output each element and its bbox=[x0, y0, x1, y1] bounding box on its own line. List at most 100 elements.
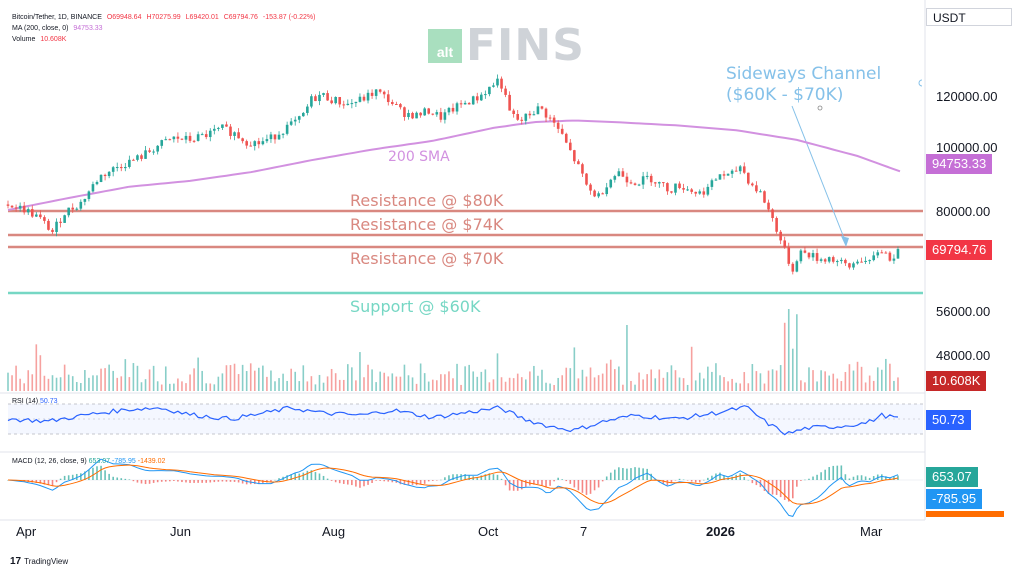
volume-bar bbox=[739, 383, 742, 391]
rsi-legend-value: 50.73 bbox=[40, 398, 58, 405]
macd-histogram-bar bbox=[197, 480, 199, 483]
volume-bar bbox=[585, 376, 588, 391]
volume-bar bbox=[605, 363, 608, 391]
macd-histogram-bar bbox=[431, 480, 434, 481]
candle-body bbox=[475, 96, 479, 101]
volume-bar bbox=[363, 377, 365, 391]
candle-body bbox=[431, 113, 435, 115]
symbol-legend: Bitcoin/Tether, 1D, BINANCE O69948.64 H7… bbox=[12, 14, 318, 21]
ohlc-change: -153.87 (-0.22%) bbox=[262, 14, 316, 21]
volume-bar bbox=[80, 383, 82, 391]
candle-body bbox=[188, 135, 192, 141]
macd-histogram-bar bbox=[419, 480, 422, 485]
signal-tag: -785.95 bbox=[926, 489, 983, 509]
volume-bar bbox=[88, 377, 90, 391]
candle-body bbox=[10, 205, 14, 208]
last-price-tag: 69794.76 bbox=[926, 240, 993, 260]
macd-histogram-bar bbox=[605, 476, 608, 480]
candle-body bbox=[730, 170, 734, 174]
macd-histogram-bar bbox=[164, 480, 167, 482]
candle-body bbox=[160, 140, 164, 146]
hist-tag-strip bbox=[926, 511, 1004, 517]
candle-body bbox=[26, 209, 30, 213]
candle-body bbox=[245, 141, 248, 146]
macd-histogram-bar bbox=[686, 480, 689, 481]
candle-body bbox=[658, 182, 661, 184]
volume-bar bbox=[27, 370, 30, 391]
candle-body bbox=[99, 174, 103, 183]
macd-histogram-bar bbox=[387, 480, 390, 482]
candle-body bbox=[666, 183, 669, 192]
candle-body bbox=[443, 112, 447, 120]
candle-body bbox=[378, 89, 382, 92]
resistance-80-label: Resistance @ $80K bbox=[350, 191, 504, 210]
macd-histogram-bar bbox=[593, 480, 596, 491]
macd-tag: 653.07 bbox=[926, 467, 978, 487]
candle-body bbox=[528, 113, 532, 116]
macd-histogram-bar bbox=[533, 480, 535, 485]
tradingview-icon: 17 bbox=[10, 556, 22, 567]
candle-body bbox=[746, 172, 750, 184]
candle-body bbox=[107, 171, 111, 177]
volume-bar bbox=[674, 370, 677, 391]
macd-histogram-bar bbox=[43, 480, 46, 485]
macd-histogram-bar bbox=[723, 475, 725, 480]
candle-body bbox=[504, 88, 507, 95]
macd-histogram-bar bbox=[112, 476, 114, 480]
volume-bar bbox=[342, 379, 345, 391]
volume-bar bbox=[334, 373, 337, 391]
macd-histogram-bar bbox=[452, 474, 454, 480]
currency-selector[interactable]: USDT bbox=[926, 8, 1012, 26]
candle-body bbox=[827, 257, 831, 262]
volume-bar bbox=[55, 377, 58, 391]
candle-body bbox=[358, 96, 362, 102]
volume-bar bbox=[278, 378, 280, 391]
candle-body bbox=[625, 176, 629, 183]
candle-body bbox=[556, 122, 560, 129]
candle-body bbox=[706, 186, 710, 195]
macd-histogram-bar bbox=[820, 472, 822, 480]
volume-bar bbox=[148, 369, 151, 391]
macd-histogram-bar bbox=[840, 465, 843, 480]
volume-bar bbox=[609, 359, 612, 391]
candle-body bbox=[237, 132, 240, 139]
volume-bar bbox=[249, 363, 252, 391]
candle-body bbox=[302, 112, 305, 117]
candle-body bbox=[823, 259, 827, 262]
volume-bar bbox=[205, 383, 208, 391]
macd-histogram-bar bbox=[347, 480, 349, 485]
macd-histogram-bar bbox=[116, 477, 119, 480]
volume-bar bbox=[533, 365, 535, 391]
candle-body bbox=[407, 112, 410, 117]
volume-bar bbox=[59, 377, 62, 391]
volume-bar bbox=[557, 377, 559, 391]
candle-body bbox=[520, 119, 524, 121]
macd-histogram-bar bbox=[703, 479, 705, 481]
candle-body bbox=[484, 94, 487, 96]
macd-histogram-bar bbox=[484, 474, 487, 480]
volume-bar bbox=[460, 384, 462, 391]
macd-histogram-bar bbox=[856, 475, 859, 480]
candle-body bbox=[366, 92, 370, 101]
sma-annotation: 200 SMA bbox=[388, 149, 450, 165]
candle-body bbox=[860, 261, 863, 263]
candle-body bbox=[759, 191, 762, 193]
candle-body bbox=[354, 101, 358, 104]
candle-body bbox=[289, 121, 293, 125]
volume-bar bbox=[824, 371, 826, 391]
macd-histogram-bar bbox=[852, 476, 855, 480]
volume-bar bbox=[767, 370, 770, 391]
volume-bar bbox=[351, 367, 353, 391]
candle-body bbox=[334, 96, 337, 104]
volume-bar bbox=[47, 378, 50, 391]
volume-bar bbox=[128, 377, 131, 391]
volume-bar bbox=[193, 368, 195, 391]
candle-body bbox=[722, 174, 726, 176]
macd-histogram-bar bbox=[662, 480, 665, 484]
volume-bar bbox=[820, 370, 822, 391]
candle-body bbox=[819, 259, 823, 261]
volume-bar bbox=[630, 380, 632, 391]
macd-histogram-bar bbox=[500, 478, 503, 480]
volume-bar bbox=[253, 370, 256, 391]
candle-body bbox=[872, 255, 876, 261]
